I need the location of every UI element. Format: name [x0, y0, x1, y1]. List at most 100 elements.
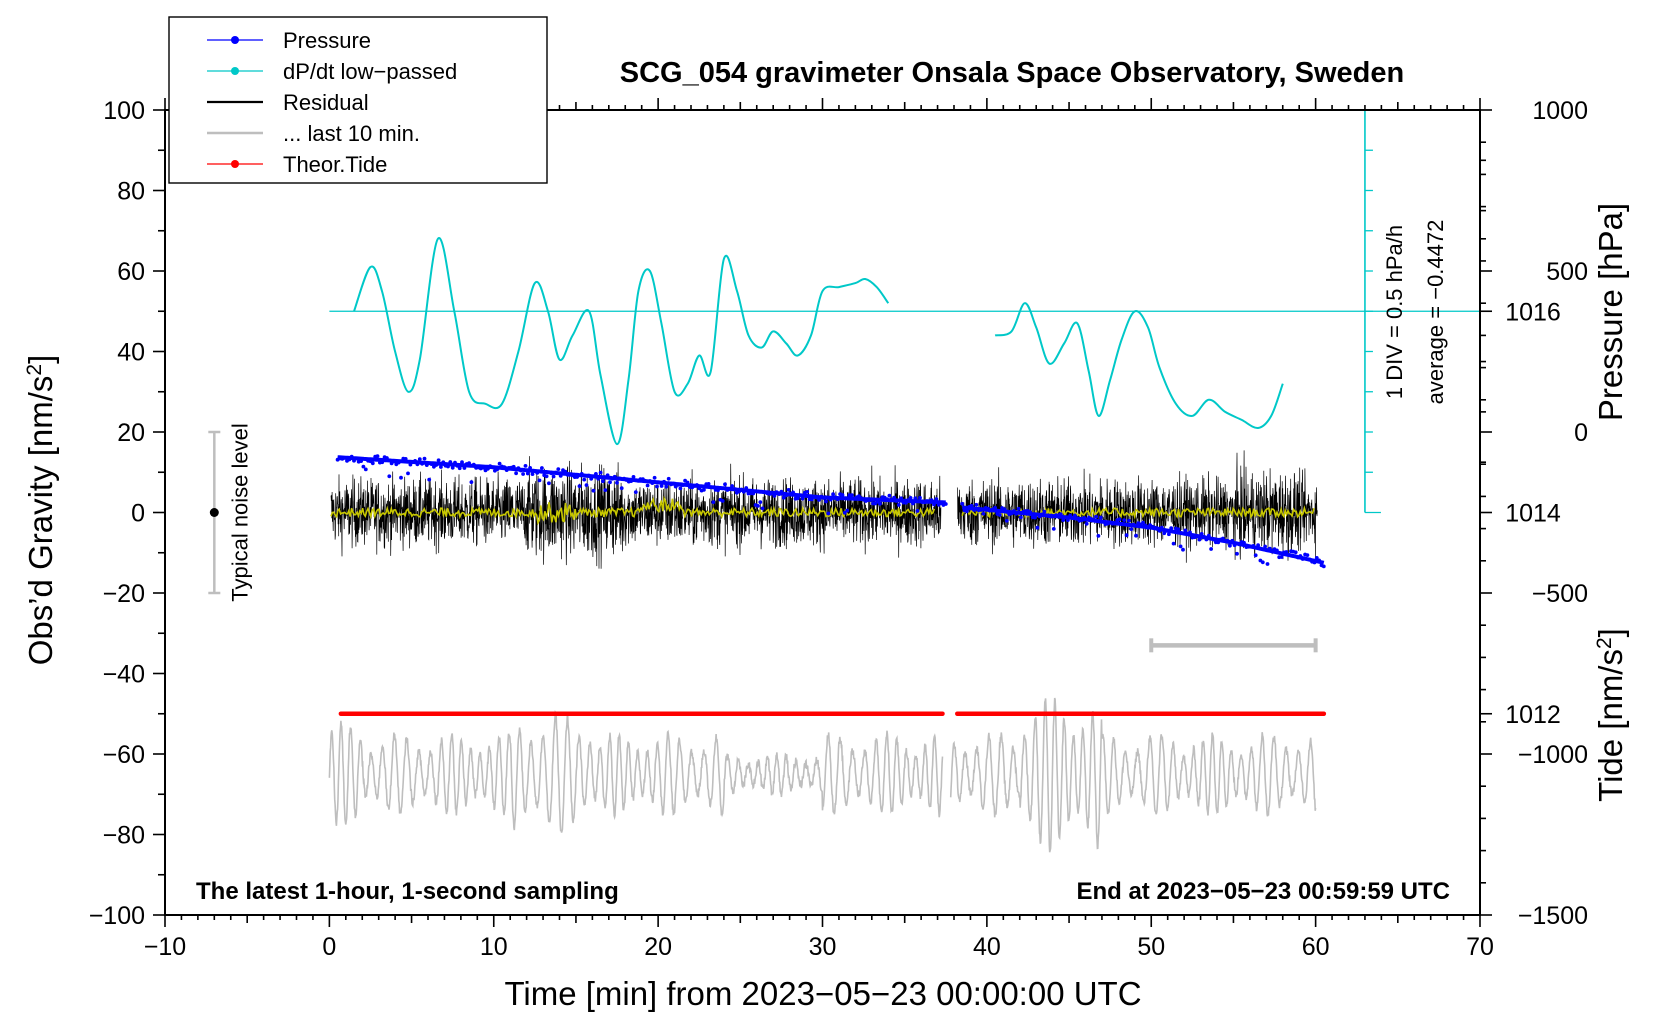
pressure-point [929, 498, 934, 503]
pressure-point [993, 505, 997, 510]
pressure-point [481, 465, 486, 470]
y-tick-label: 0 [131, 500, 145, 528]
pressure-point [655, 484, 659, 489]
pressure-point [979, 508, 983, 512]
pressure-point [892, 495, 896, 500]
x-tick-label: 40 [973, 933, 1001, 961]
svg-text:Pressure: Pressure [283, 28, 371, 53]
y-tick-label: −40 [103, 661, 145, 689]
pressure-point [1169, 526, 1174, 531]
pressure-point [598, 470, 603, 475]
pressure-point [702, 488, 706, 492]
pressure-point [1157, 528, 1162, 533]
pressure-point [617, 476, 622, 481]
pressure-point [878, 501, 882, 506]
pressure-point [739, 487, 744, 492]
pressure-point [918, 495, 922, 500]
pressure-point [490, 465, 495, 470]
pressure-point [347, 457, 352, 462]
pressure-point [751, 491, 756, 496]
pressure-point [453, 460, 457, 465]
pressure-point [471, 462, 476, 467]
pressure-point [1068, 513, 1073, 518]
pressure-point [1204, 537, 1209, 542]
pressure-point [1279, 555, 1284, 559]
pressure-point [943, 502, 948, 506]
pressure-point [577, 484, 582, 488]
x-tick-label: 30 [809, 933, 837, 961]
pressure-point [671, 481, 676, 486]
pressure-point [608, 480, 612, 485]
pressure-point [1188, 530, 1192, 535]
pressure-point [1070, 516, 1075, 520]
pressure-point [587, 473, 591, 478]
pressure-point [786, 488, 791, 492]
pressure-line-0 [337, 455, 946, 505]
pressure-point [511, 464, 516, 469]
residual-smoothed-line-0 [330, 495, 936, 526]
pressure-point [349, 454, 354, 459]
pressure-point [579, 472, 584, 476]
svg-text:dP/dt low−passed: dP/dt low−passed [283, 59, 457, 84]
pressure-point [518, 468, 523, 473]
pressure-point [1004, 518, 1009, 523]
pressure-point [1040, 512, 1044, 517]
pressure-point [1251, 544, 1256, 548]
pressure-point [352, 458, 356, 463]
last-10-min-line-0 [328, 710, 944, 833]
pressure-point [732, 487, 737, 491]
pressure-point [969, 503, 974, 508]
pressure-point [354, 456, 359, 461]
y-tick-label: 80 [117, 178, 145, 206]
pressure-point [1286, 553, 1291, 557]
pressure-point [1155, 526, 1159, 530]
pressure-point [417, 457, 422, 461]
y-tick-label: −20 [103, 580, 145, 608]
y-tick-label: 20 [117, 419, 145, 447]
pressure-point [1143, 523, 1148, 528]
pressure-point [657, 480, 662, 485]
pressure-point [497, 461, 502, 466]
pressure-point [547, 481, 551, 486]
pressure-point [1267, 546, 1272, 551]
pressure-point [904, 500, 908, 505]
pressure-point [781, 495, 786, 500]
pressure-point [1122, 518, 1127, 522]
pressure-point [850, 493, 854, 497]
pressure-point [915, 509, 920, 513]
tide-tick-label: 500 [1546, 258, 1588, 286]
pressure-point [828, 497, 833, 502]
pressure-point [723, 482, 727, 487]
pressure-point [1228, 543, 1232, 548]
pressure-axis-ticks: 1016 1014 1012 [1480, 159, 1561, 729]
y-tick-label: −60 [103, 741, 145, 769]
legend: Pressure dP/dt low−passed Residual ... l… [168, 16, 548, 184]
pressure-point [502, 465, 507, 470]
dpdt-line-1 [994, 302, 1284, 430]
residual-line-0 [330, 456, 942, 569]
y-tick-label: 40 [117, 339, 145, 367]
pressure-point [645, 483, 650, 488]
pressure-point [680, 483, 685, 487]
y-tick-label: 60 [117, 258, 145, 286]
pressure-point [540, 466, 544, 470]
pressure-point [1124, 533, 1129, 538]
pressure-point [589, 476, 594, 481]
pressure-point [1263, 544, 1267, 549]
pressure-point [605, 473, 610, 478]
pressure-point [791, 490, 795, 495]
residual-smoothed-series [330, 495, 1315, 526]
x-tick-label: 20 [644, 933, 672, 961]
pressure-point [1225, 538, 1230, 543]
pressure-point [441, 460, 446, 465]
pressure-point [868, 498, 873, 502]
pressure-point [744, 486, 749, 490]
pressure-point [448, 460, 453, 464]
pressure-point [1042, 509, 1047, 514]
pressure-point [514, 471, 518, 476]
pressure-point [709, 485, 713, 490]
pressure-point [1084, 521, 1089, 526]
pressure-point [911, 501, 915, 506]
pressure-point [1113, 521, 1117, 526]
pressure-point [643, 478, 648, 483]
